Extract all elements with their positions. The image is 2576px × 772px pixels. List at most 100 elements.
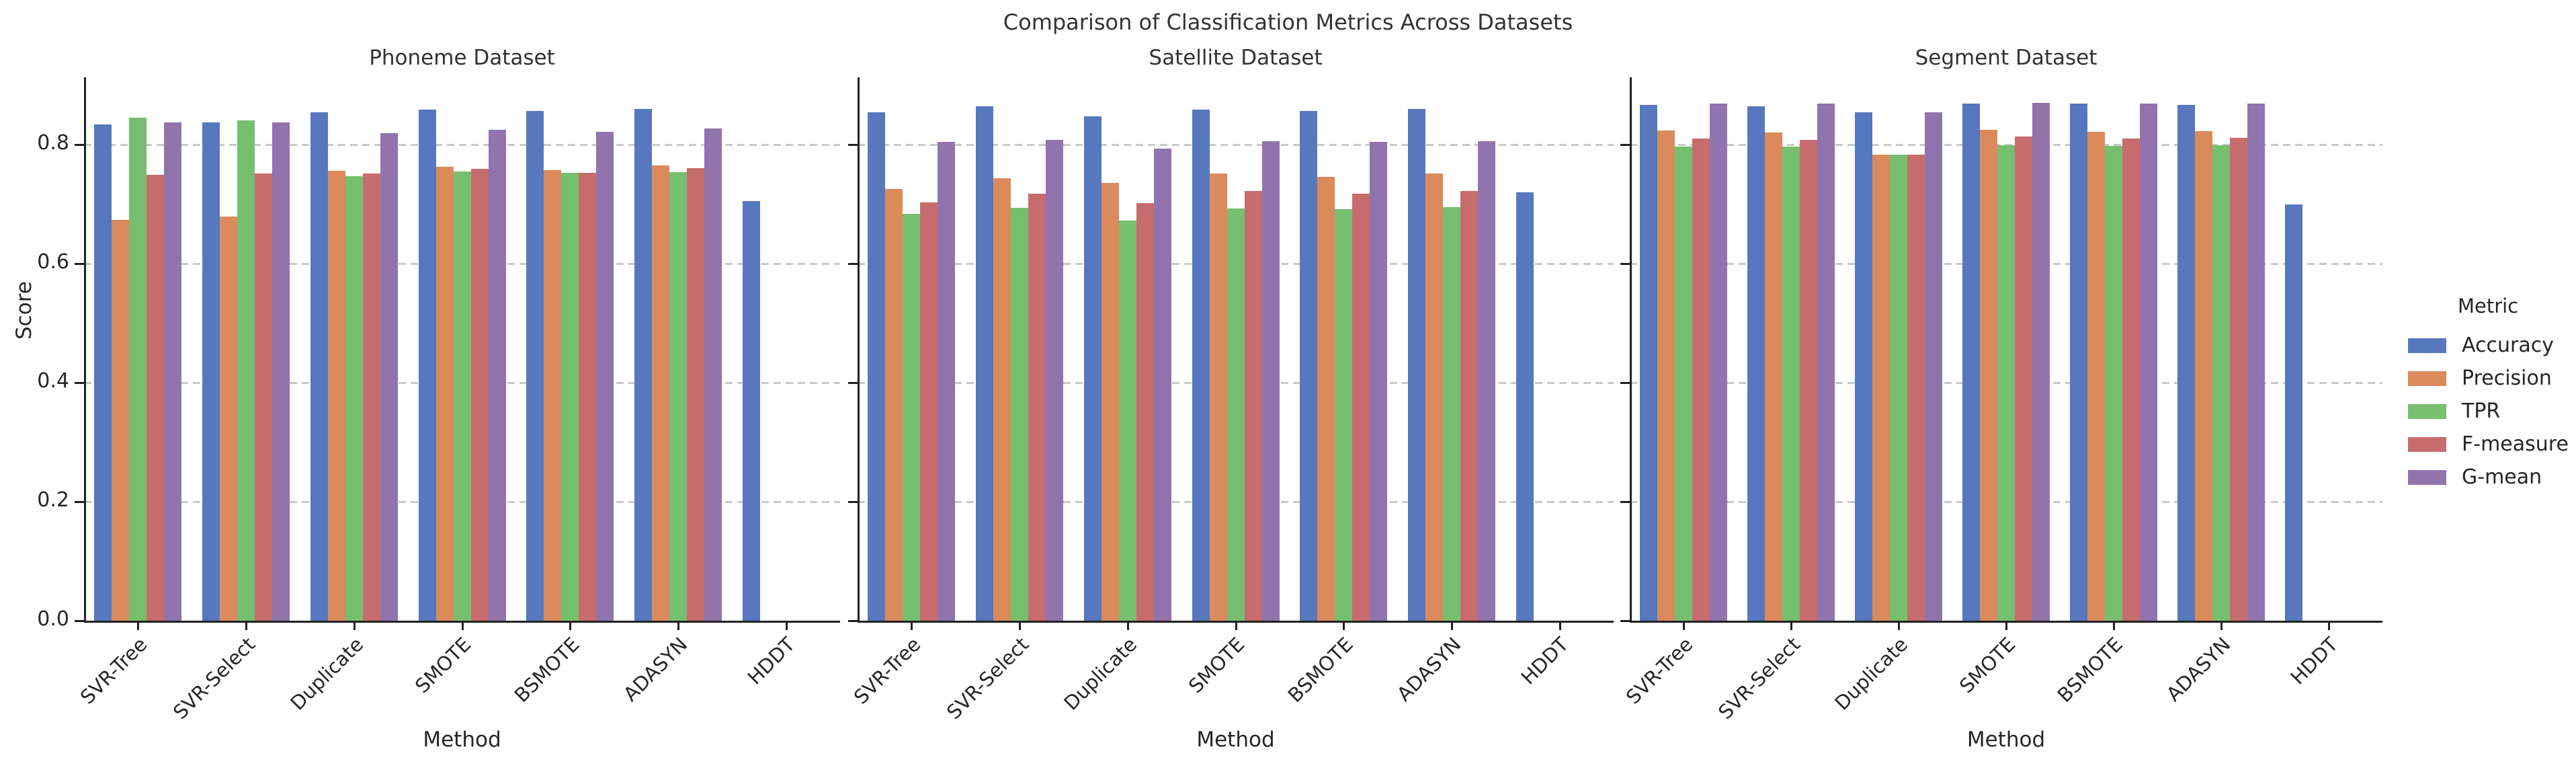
bar-precision-duplicate [1101, 182, 1119, 621]
x-tick-adasyn [677, 622, 679, 630]
bar-f-measure-smote [470, 169, 489, 621]
legend-swatch-accuracy [2408, 338, 2446, 353]
x-tick-smote [461, 622, 464, 630]
facet-title-phoneme: Phoneme Dataset [369, 46, 555, 70]
bar-accuracy-smote [418, 109, 436, 621]
bar-f-measure-smote [1244, 191, 1262, 621]
legend-label-accuracy: Accuracy [2462, 334, 2554, 357]
legend-entry-f-measure: F-measure [2408, 432, 2569, 456]
x-axis-spine [84, 621, 840, 623]
bar-g-mean-svr-select [1046, 139, 1064, 621]
bar-f-measure-svr-tree [920, 202, 938, 621]
bar-precision-svr-select [220, 217, 238, 621]
bar-tpr-svr-tree [903, 213, 921, 621]
y-tick-0 [75, 620, 84, 622]
figure-title: Comparison of Classification Metrics Acr… [1003, 9, 1573, 35]
bar-f-measure-duplicate [1907, 155, 1925, 621]
bar-f-measure-svr-select [255, 173, 273, 621]
x-tick-svr-select [1790, 622, 1792, 630]
x-axis-label: Method [423, 728, 501, 752]
x-tick-label-smote: SMOTE [1954, 633, 2020, 698]
bar-accuracy-adasyn [2177, 104, 2195, 621]
x-tick-hddt [785, 622, 788, 630]
y-tick-label-0.8: 0.8 [37, 131, 69, 155]
bar-precision-bsmote [2087, 132, 2105, 621]
legend-swatch-tpr [2408, 403, 2446, 419]
bar-g-mean-adasyn [2247, 103, 2265, 621]
bar-accuracy-svr-select [202, 122, 220, 621]
y-tick-0 [1620, 620, 1630, 622]
x-tick-svr-select [245, 622, 248, 630]
bar-f-measure-duplicate [1136, 202, 1154, 621]
bar-accuracy-hddt [742, 201, 760, 621]
bar-tpr-duplicate [1118, 221, 1136, 621]
bar-accuracy-bsmote [1300, 110, 1318, 621]
y-tick-label-0.6: 0.6 [37, 250, 69, 274]
y-tick-0.8 [75, 144, 84, 146]
bar-accuracy-bsmote [2070, 103, 2087, 621]
legend-entry-tpr: TPR [2408, 399, 2500, 423]
bar-precision-svr-tree [112, 220, 130, 621]
x-axis-spine [858, 621, 1614, 623]
bar-accuracy-duplicate [1083, 116, 1102, 621]
x-tick-svr-select [1019, 622, 1022, 630]
bar-tpr-smote [1227, 208, 1245, 621]
y-axis-spine [858, 77, 860, 623]
x-axis-label: Method [1196, 728, 1275, 752]
x-tick-label-bsmote: BSMOTE [2052, 633, 2128, 707]
y-tick-0.4 [1620, 382, 1630, 384]
bar-accuracy-svr-tree [868, 112, 886, 621]
x-tick-hddt [1559, 622, 1561, 630]
legend-label-precision: Precision [2462, 366, 2552, 390]
bar-precision-smote [1209, 173, 1227, 621]
x-tick-svr-tree [137, 622, 140, 630]
x-tick-label-smote: SMOTE [411, 633, 476, 698]
bar-g-mean-svr-select [1817, 103, 1835, 621]
x-tick-label-bsmote: BSMOTE [509, 633, 584, 707]
bar-tpr-svr-tree [1675, 146, 1692, 621]
bar-tpr-smote [1997, 145, 2015, 621]
gridline-y-0.8 [84, 144, 840, 146]
bar-f-measure-svr-tree [147, 175, 165, 621]
bar-g-mean-duplicate [380, 133, 398, 621]
x-tick-smote [1235, 622, 1237, 630]
bar-f-measure-adasyn [686, 168, 704, 621]
x-tick-bsmote [569, 622, 572, 630]
bar-accuracy-bsmote [526, 111, 544, 621]
y-tick-0.2 [848, 501, 858, 503]
facet-segment: Segment Dataset Method SVR-Tree SVR-Selec… [1620, 0, 2382, 772]
bar-precision-svr-select [1765, 132, 1782, 621]
bar-f-measure-adasyn [1460, 191, 1478, 621]
y-axis-spine [1630, 77, 1632, 623]
x-axis-spine [1630, 621, 2382, 623]
x-tick-hddt [2328, 622, 2330, 630]
y-tick-0.2 [1620, 501, 1630, 503]
bar-f-measure-smote [2015, 137, 2032, 621]
x-tick-label-duplicate: Duplicate [1830, 633, 1913, 715]
x-tick-adasyn [1450, 622, 1453, 630]
bar-accuracy-adasyn [1407, 108, 1425, 621]
bar-g-mean-svr-tree [164, 122, 182, 621]
y-tick-label-0.4: 0.4 [37, 369, 69, 393]
bar-f-measure-bsmote [1352, 193, 1370, 621]
bar-g-mean-adasyn [1477, 141, 1495, 621]
bar-accuracy-hddt [1515, 192, 1534, 621]
bar-accuracy-svr-select [976, 106, 994, 621]
x-axis-label: Method [1966, 728, 2046, 752]
bar-precision-svr-tree [885, 189, 903, 621]
x-tick-label-duplicate: Duplicate [1059, 633, 1141, 715]
legend-entry-accuracy: Accuracy [2408, 334, 2554, 357]
facet-title-satellite: Satellite Dataset [1149, 46, 1323, 70]
x-tick-smote [2005, 622, 2007, 630]
legend-entry-g-mean: G-mean [2408, 465, 2542, 489]
y-tick-0.4 [75, 382, 84, 384]
bar-f-measure-bsmote [2122, 139, 2140, 621]
y-tick-0.6 [1620, 263, 1630, 265]
bar-g-mean-smote [1261, 141, 1280, 621]
bar-tpr-adasyn [2212, 145, 2230, 621]
bar-precision-duplicate [327, 170, 345, 621]
x-tick-label-svr-tree: SVR-Tree [75, 633, 152, 709]
bar-g-mean-smote [2032, 103, 2050, 621]
y-tick-0 [848, 620, 858, 622]
bar-g-mean-smote [488, 129, 506, 621]
